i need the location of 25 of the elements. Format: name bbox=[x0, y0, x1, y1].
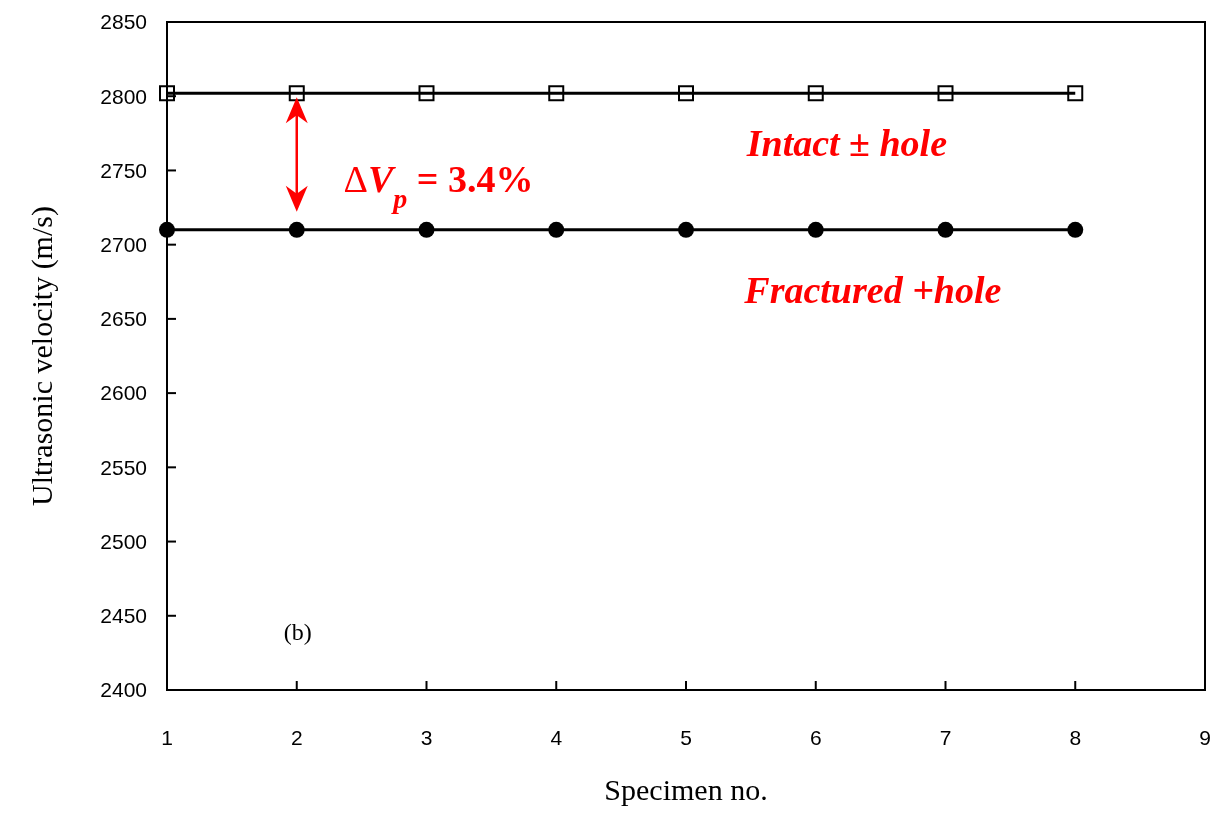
x-axis-title: Specimen no. bbox=[604, 773, 768, 806]
y-tick-label: 2700 bbox=[100, 233, 147, 257]
annotation: ΔV$_{p}$ = 3.4% bbox=[343, 158, 534, 214]
annotation: (b) bbox=[283, 618, 312, 645]
x-tick-label: 3 bbox=[420, 726, 433, 749]
annotation: Fractured +hole bbox=[743, 268, 1002, 311]
y-tick-label: 2750 bbox=[100, 158, 147, 182]
x-tick-label: 5 bbox=[680, 726, 692, 749]
y-tick-label: 2600 bbox=[100, 381, 147, 405]
y-tick-label: 2550 bbox=[100, 455, 147, 479]
y-tick-label: 2850 bbox=[100, 10, 147, 34]
x-tick-label: 9 bbox=[1199, 726, 1211, 749]
y-tick-label: 2500 bbox=[100, 529, 147, 553]
x-tick-label: 1 bbox=[161, 726, 173, 749]
x-tick-label: 4 bbox=[550, 726, 563, 749]
x-tick-label: 8 bbox=[1069, 726, 1082, 749]
annotation: Intact ± hole bbox=[745, 121, 948, 164]
y-axis-title: Ultrasonic velocity (m/s) bbox=[25, 206, 59, 506]
x-tick-label: 6 bbox=[809, 726, 822, 749]
y-tick-label: 2400 bbox=[100, 678, 147, 702]
x-tick-label: 7 bbox=[939, 726, 952, 749]
y-tick-label: 2650 bbox=[100, 307, 147, 331]
x-tick-label: 2 bbox=[290, 726, 303, 749]
y-tick-label: 2800 bbox=[100, 84, 147, 108]
y-tick-label: 2450 bbox=[100, 604, 147, 628]
